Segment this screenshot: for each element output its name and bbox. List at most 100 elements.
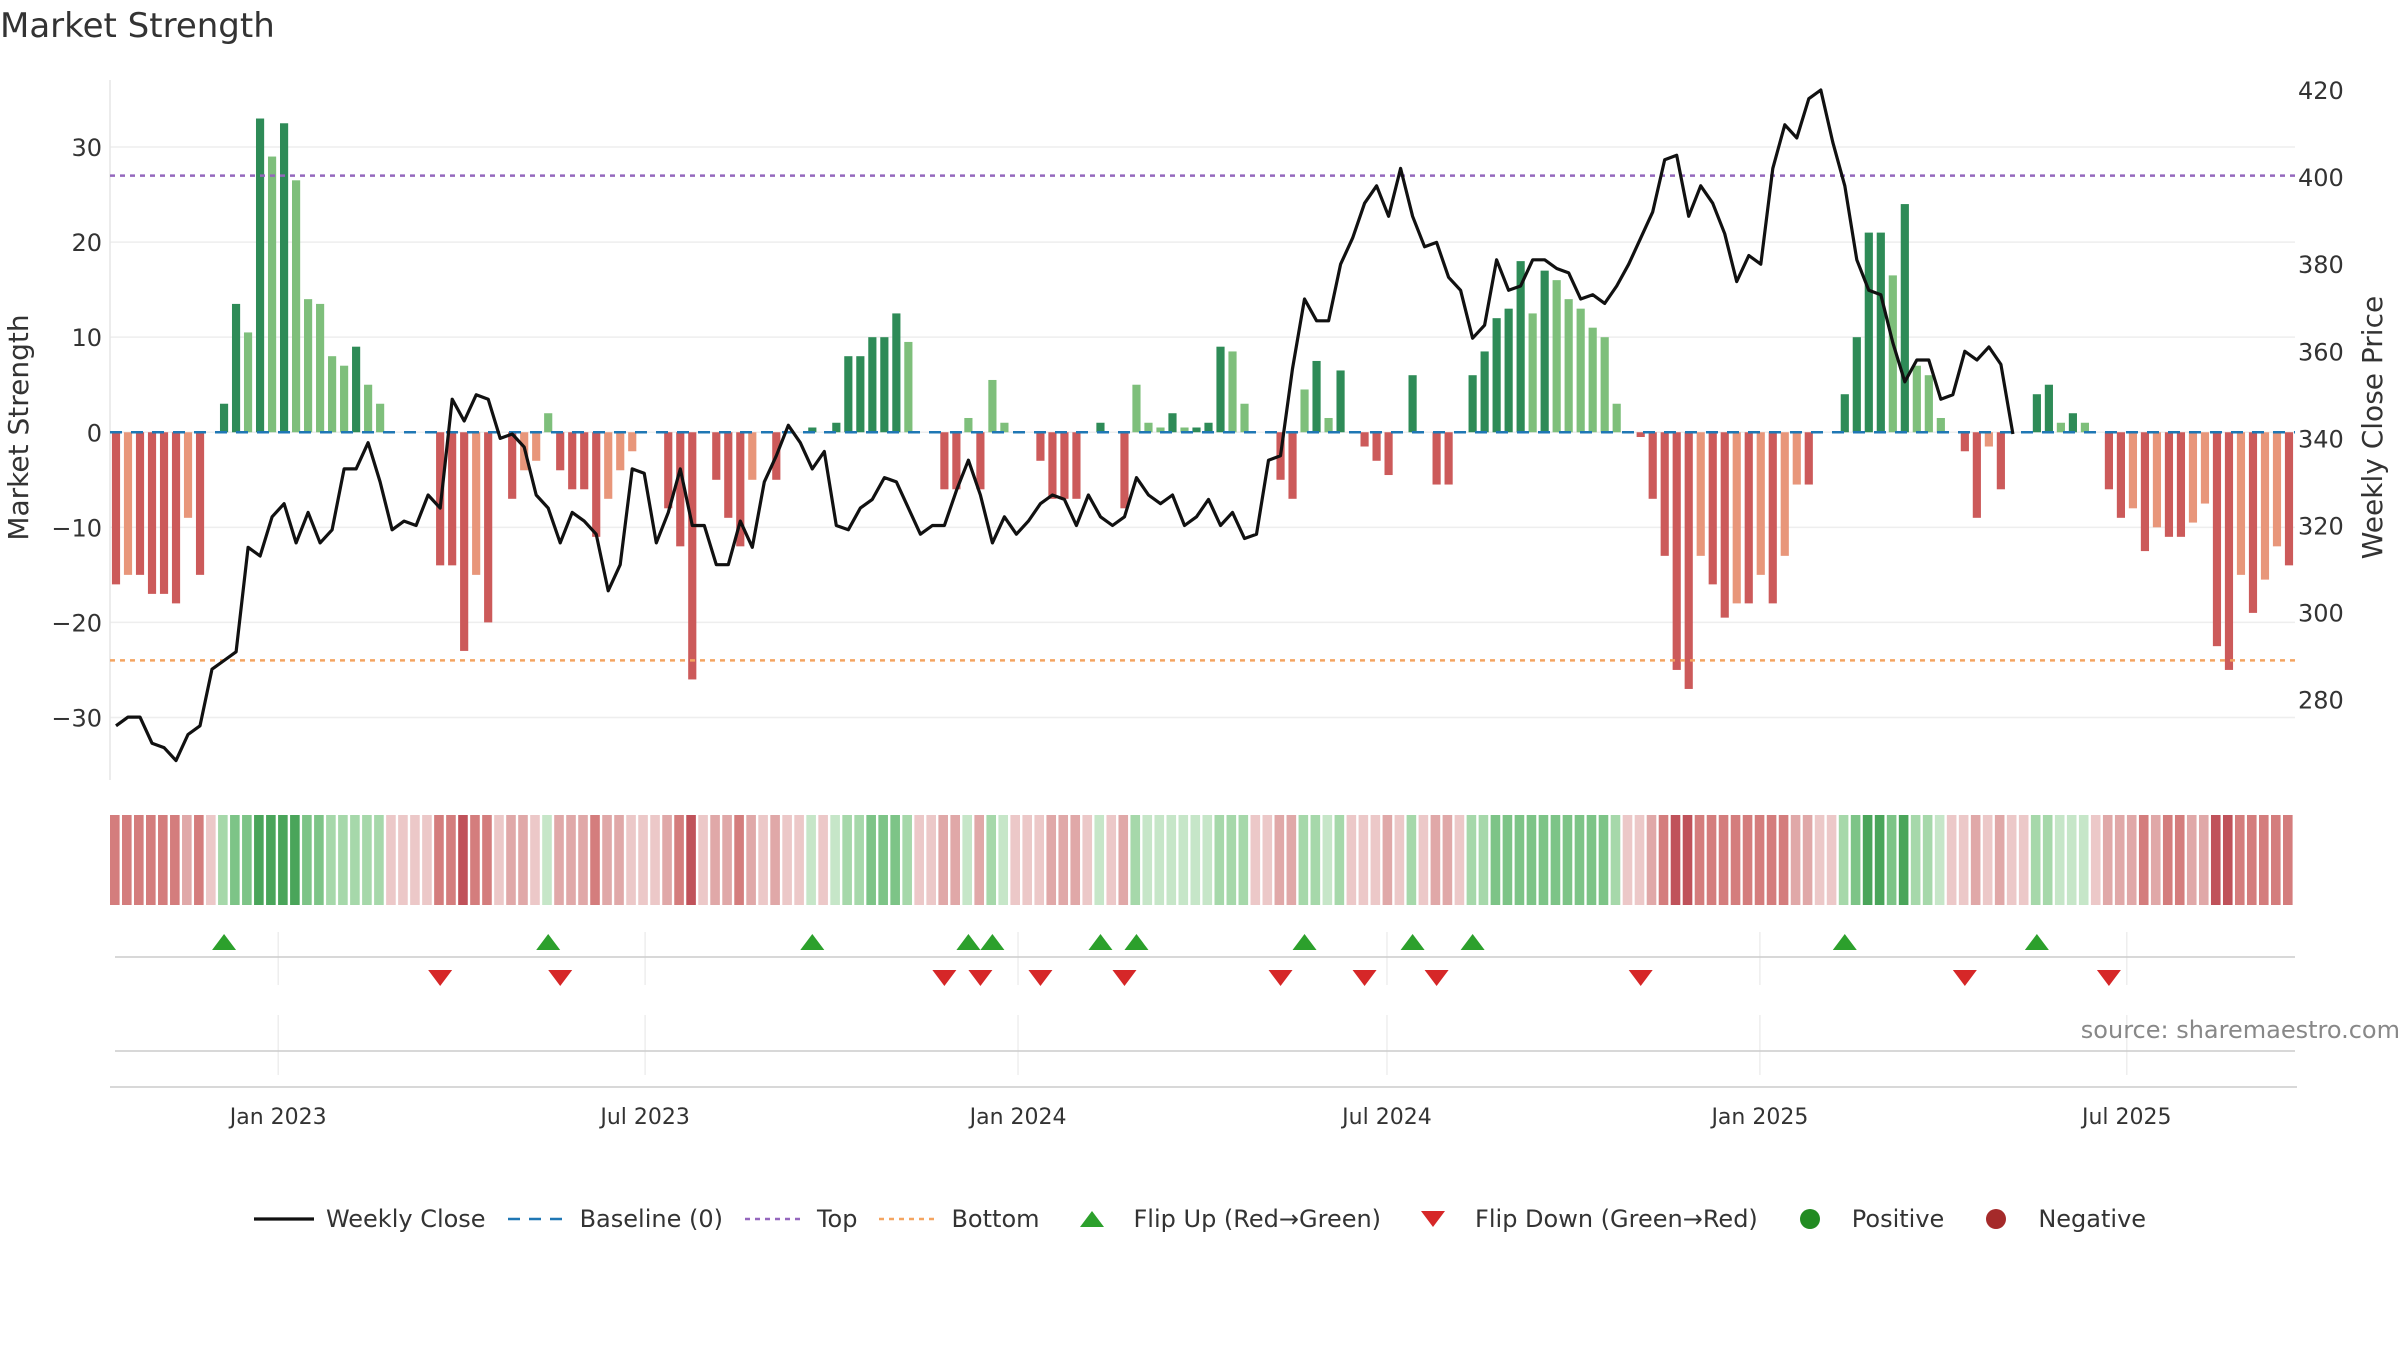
heat-cell: [662, 815, 672, 905]
right-tick-label: 400: [2298, 164, 2344, 192]
heat-cell: [974, 815, 984, 905]
heat-cell: [2198, 815, 2209, 905]
heat-cell: [506, 815, 516, 905]
flip-up-marker: [536, 934, 561, 950]
heat-cell: [1682, 815, 1693, 905]
strength-bar: [1792, 432, 1801, 485]
strength-bars: [111, 118, 2294, 689]
strength-bar: [976, 432, 985, 490]
heat-cell: [2258, 815, 2269, 905]
strength-bar: [532, 432, 541, 461]
flip-up-marker: [980, 934, 1005, 950]
heat-cell: [458, 815, 468, 905]
heat-cell: [1202, 815, 1213, 905]
weekly-close-path: [115, 88, 2015, 763]
flip-down-marker: [932, 970, 957, 986]
strength-bar: [1936, 417, 1945, 433]
strength-bar: [2212, 432, 2222, 647]
heat-cell: [1970, 815, 1981, 905]
heat-cell: [1982, 815, 1993, 905]
heat-cell: [1286, 815, 1297, 905]
flip-down-marker: [1112, 970, 1137, 986]
legend-label: Flip Up (Red→Green): [1133, 1205, 1382, 1233]
flip-down-marker: [1628, 970, 1653, 986]
strength-bar: [2128, 432, 2138, 509]
flip-up-marker: [800, 934, 825, 950]
strength-bar: [1912, 365, 1921, 433]
strength-bar: [736, 432, 745, 547]
strength-bar: [1684, 432, 1693, 689]
strength-bar: [316, 303, 325, 433]
heat-cell: [1826, 815, 1837, 905]
strength-bar: [1096, 422, 1105, 433]
heat-cell: [590, 815, 600, 905]
heat-cell: [794, 815, 804, 905]
strength-bar: [2044, 384, 2053, 433]
heat-cell: [410, 815, 420, 905]
heat-cell: [854, 815, 864, 905]
right-y-axis: 280 300 320 340 360 380 400 420 Weekly Close Pri…: [2298, 77, 2389, 715]
heat-cell: [326, 815, 336, 905]
legend-swatch-flip-up: [1062, 1206, 1122, 1232]
strength-bar: [2284, 432, 2294, 566]
strength-bar: [1720, 432, 1729, 618]
strength-bar: [1528, 313, 1537, 433]
strength-bar: [1168, 413, 1177, 433]
heat-cell: [1598, 815, 1609, 905]
strength-bar: [1852, 337, 1861, 433]
legend-swatch-positive: [1780, 1206, 1840, 1232]
strength-bar: [568, 432, 577, 490]
heat-cell: [758, 815, 768, 905]
heat-cell: [950, 815, 960, 905]
strength-bar: [340, 365, 349, 433]
legend-label: Flip Down (Green→Red): [1475, 1205, 1758, 1233]
heat-cell: [146, 815, 156, 905]
strength-bar: [1612, 403, 1621, 433]
heat-cell: [494, 815, 504, 905]
legend-swatch-flip-down: [1403, 1206, 1463, 1232]
legend-item-flip-down: Flip Down (Green→Red): [1403, 1205, 1758, 1233]
left-tick-label: −10: [51, 514, 102, 542]
flip-up-marker: [1832, 934, 1857, 950]
strength-bar: [1708, 432, 1717, 585]
heat-cell: [434, 815, 444, 905]
heat-cell: [1886, 815, 1897, 905]
heat-cell: [2210, 815, 2221, 905]
legend-swatch-line: [253, 1206, 314, 1232]
strength-bar: [2164, 432, 2174, 537]
strength-bar: [1780, 432, 1789, 556]
right-tick-label: 340: [2298, 425, 2344, 453]
strength-bar: [1648, 432, 1657, 499]
heat-cell: [1442, 815, 1453, 905]
heat-cell: [1838, 815, 1849, 905]
strength-bar: [964, 417, 973, 433]
strength-bar: [544, 413, 553, 433]
strength-bar: [460, 432, 469, 651]
heat-cell: [1862, 815, 1873, 905]
heat-cell: [1034, 815, 1045, 905]
heat-cell: [278, 815, 288, 905]
heat-cell: [1502, 815, 1513, 905]
strength-bar: [844, 356, 853, 433]
heat-cell: [1610, 815, 1621, 905]
heat-cell: [1406, 815, 1417, 905]
heat-cell: [1766, 815, 1777, 905]
x-tick-label: Jul 2023: [598, 1105, 690, 1130]
heat-cell: [1166, 815, 1177, 905]
heat-cell: [2090, 815, 2101, 905]
strength-bar: [352, 346, 361, 433]
heat-cell: [1334, 815, 1345, 905]
strength-bar: [1300, 389, 1309, 433]
heat-cell: [1754, 815, 1765, 905]
strength-bar: [1768, 432, 1777, 604]
heat-cell: [674, 815, 684, 905]
heat-cell: [1058, 815, 1069, 905]
flip-up-marker: [956, 934, 981, 950]
strength-bar: [1072, 432, 1081, 499]
heat-cell: [1118, 815, 1129, 905]
heat-cell: [1958, 815, 1969, 905]
heat-cell: [914, 815, 924, 905]
heat-cell: [2114, 815, 2125, 905]
flip-down-marker: [1028, 970, 1053, 986]
strength-bar: [1864, 232, 1873, 433]
